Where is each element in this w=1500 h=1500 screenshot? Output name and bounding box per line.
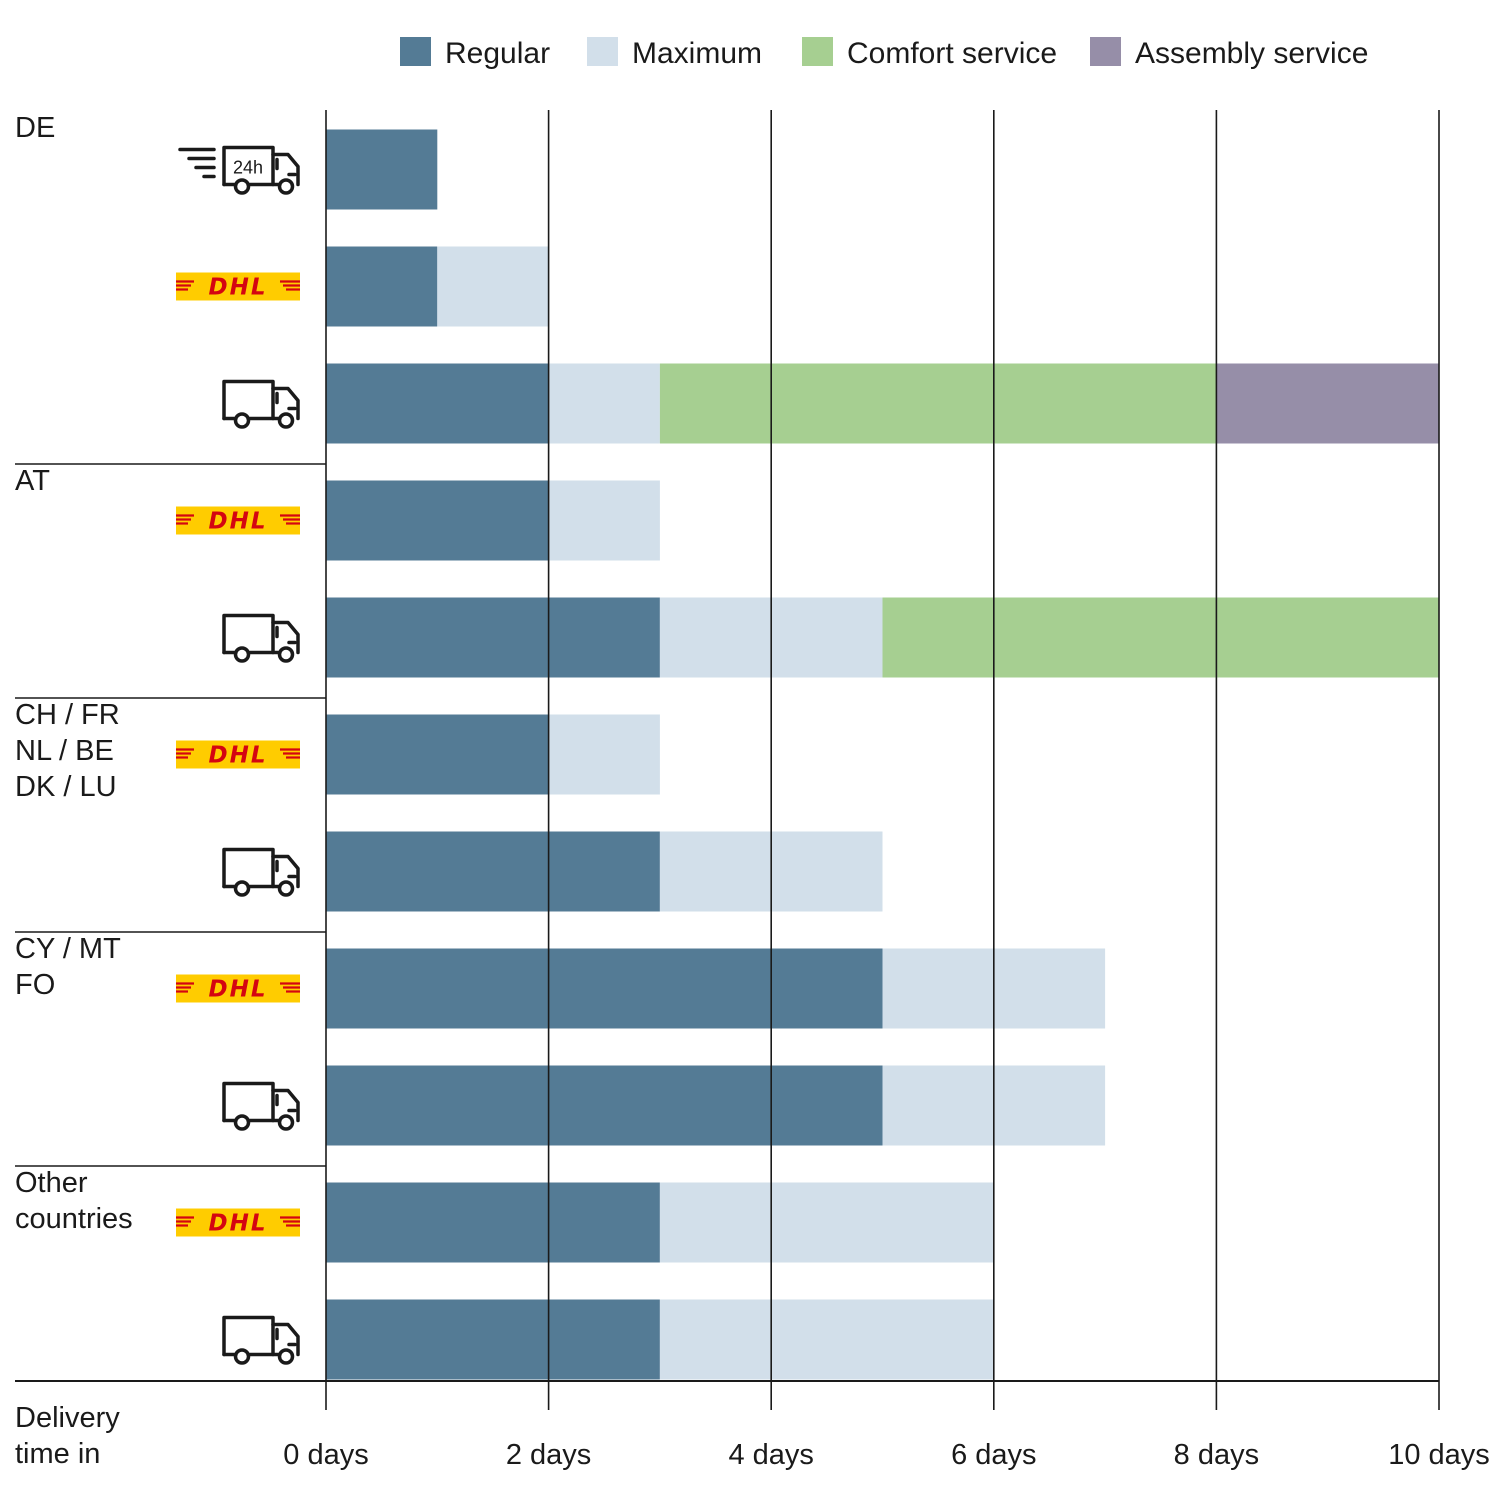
truck-wheel: [233, 880, 251, 897]
dhl-logo-background: [176, 974, 300, 1003]
legend-swatch: [587, 37, 618, 66]
legend-label: Regular: [445, 37, 550, 70]
bar-segment-regular: [326, 831, 660, 912]
truck-icon: [222, 379, 300, 429]
truck-cargo-box: [222, 1315, 275, 1357]
bar-segment-regular: [326, 1182, 660, 1263]
x-tick-label: 8 days: [1174, 1439, 1259, 1471]
axis-caption: Delivery time in: [15, 1400, 120, 1472]
bar-segment-regular: [326, 363, 549, 444]
legend-swatch: [802, 37, 833, 66]
truck-cargo-box: [222, 613, 275, 655]
legend-item-3: Assembly service: [1090, 37, 1368, 70]
truck-wheel: [233, 1114, 251, 1131]
bar-segment-regular: [326, 246, 438, 327]
truck-cargo-box: [222, 1081, 275, 1123]
truck-cargo-box: [222, 145, 275, 187]
dhl-logo-text: DHL: [209, 743, 268, 769]
bar-segment-regular: [326, 129, 438, 210]
truck-icon: [222, 1315, 300, 1365]
x-tick-label: 0 days: [283, 1439, 368, 1471]
truck-cargo-box: [222, 379, 275, 421]
truck-wheel: [233, 646, 251, 663]
x-tick-label: 10 days: [1388, 1439, 1490, 1471]
bar-segment-maximum: [437, 246, 549, 327]
bar-segment-comfort-service: [659, 363, 1217, 444]
x-tick-label: 6 days: [951, 1439, 1036, 1471]
bar-segment-maximum: [659, 1299, 994, 1380]
legend-item-1: Maximum: [587, 37, 762, 70]
dhl-logo-text: DHL: [209, 275, 268, 301]
truck-cabin: [271, 1088, 300, 1123]
axis-caption-line-2: time in: [15, 1438, 101, 1470]
dhl-logo-background: [176, 740, 300, 769]
dhl-logo: DHL: [176, 974, 300, 1003]
dhl-logo: DHL: [176, 272, 300, 301]
dhl-logo-background: [176, 272, 300, 301]
truck-wheel: [233, 178, 251, 195]
truck-wheel: [277, 412, 295, 429]
truck-icon: [222, 1081, 300, 1131]
dhl-logo: DHL: [176, 506, 300, 535]
truck-icon: [222, 613, 300, 663]
group-label-line: DK / LU: [15, 771, 117, 803]
x-tick-label: 2 days: [506, 1439, 591, 1471]
truck-wheel: [277, 178, 295, 195]
express-24h-truck-icon: 24h: [178, 145, 300, 195]
bar-segment-maximum: [659, 1182, 994, 1263]
truck-icon: [222, 847, 300, 897]
bar-segment-maximum: [548, 480, 660, 561]
legend-swatch: [1090, 37, 1121, 66]
bar-segment-maximum: [548, 714, 660, 795]
bar-segment-regular: [326, 597, 660, 678]
dhl-logo-text: DHL: [209, 977, 268, 1003]
group-label-line: CY / MT: [15, 933, 121, 965]
group-label-line: CH / FR: [15, 699, 120, 731]
legend-label: Maximum: [632, 37, 762, 70]
bar-segment-regular: [326, 480, 549, 561]
bar-segment-assembly-service: [1216, 363, 1439, 444]
truck-cabin: [271, 854, 300, 889]
dhl-logo-background: [176, 506, 300, 535]
dhl-logo: DHL: [176, 1208, 300, 1237]
legend-label: Assembly service: [1135, 37, 1368, 70]
truck-wheel: [233, 412, 251, 429]
dhl-logo-text: DHL: [209, 1211, 268, 1237]
bar-segment-regular: [326, 1065, 883, 1146]
truck-cargo-box: [222, 847, 275, 889]
truck-wheel: [277, 1114, 295, 1131]
bar-segment-regular: [326, 714, 549, 795]
express-badge-text: 24h: [233, 158, 263, 178]
bar-segment-regular: [326, 1299, 660, 1380]
group-label-line: FO: [15, 969, 56, 1001]
legend-label: Comfort service: [847, 37, 1057, 70]
dhl-logo-background: [176, 1208, 300, 1237]
group-label-line: AT: [15, 465, 50, 497]
truck-cabin: [271, 620, 300, 655]
bar-segment-regular: [326, 948, 883, 1029]
group-label-line: DE: [15, 112, 56, 144]
truck-cabin: [271, 152, 300, 187]
group-label-line: Other: [15, 1167, 88, 1199]
bar-segment-comfort-service: [882, 597, 1439, 678]
bar-segment-maximum: [548, 363, 660, 444]
legend-swatch: [400, 37, 431, 66]
truck-wheel: [277, 1348, 295, 1365]
legend-item-0: Regular: [400, 37, 550, 70]
dhl-logo: DHL: [176, 740, 300, 769]
truck-wheel: [277, 646, 295, 663]
axis-caption-line-1: Delivery: [15, 1402, 120, 1434]
x-tick-label: 4 days: [728, 1439, 813, 1471]
truck-wheel: [277, 880, 295, 897]
group-label-line: countries: [15, 1203, 133, 1235]
group-label-line: NL / BE: [15, 735, 114, 767]
truck-cabin: [271, 386, 300, 421]
truck-wheel: [233, 1348, 251, 1365]
legend-item-2: Comfort service: [802, 37, 1057, 70]
dhl-logo-text: DHL: [209, 509, 268, 535]
truck-cabin: [271, 1322, 300, 1357]
